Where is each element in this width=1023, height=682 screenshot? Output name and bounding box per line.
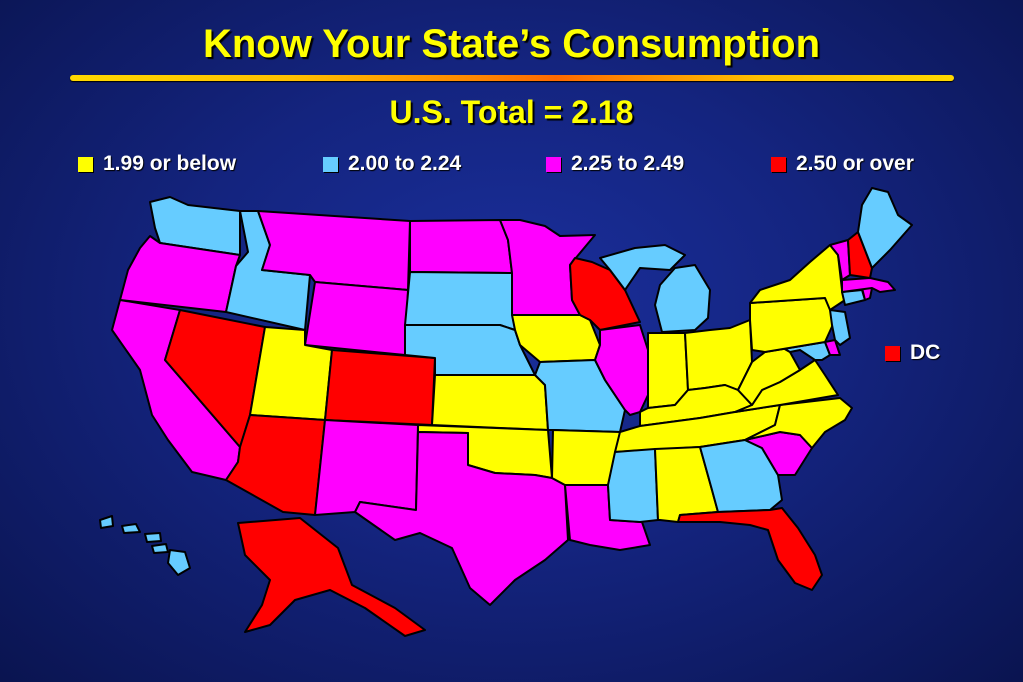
state-ms xyxy=(607,448,659,523)
state-nd xyxy=(409,219,513,274)
legend-item-high: 2.50 or over xyxy=(771,152,914,176)
legend-swatch-low xyxy=(78,156,93,172)
state-wa xyxy=(149,196,241,256)
state-mi xyxy=(599,244,711,333)
state-nc xyxy=(744,397,853,449)
state-vt xyxy=(829,239,851,281)
state-ak xyxy=(237,517,426,637)
legend-item-low: 1.99 or below xyxy=(78,152,236,176)
legend-swatch-mid-low xyxy=(323,156,338,172)
state-wv xyxy=(737,344,801,406)
state-fl xyxy=(677,507,823,591)
legend-item-mid-low: 2.00 to 2.24 xyxy=(323,152,461,176)
state-hi xyxy=(99,515,191,576)
state-sd xyxy=(404,271,516,331)
legend-item-mid-high: 2.25 to 2.49 xyxy=(546,152,684,176)
state-nm xyxy=(314,419,419,516)
legend-label-high: 2.50 or over xyxy=(796,152,914,175)
title-divider xyxy=(70,75,954,81)
dc-swatch xyxy=(885,345,900,361)
page-title: Know Your State’s Consumption xyxy=(202,22,821,66)
us-total-subtitle: U.S. Total = 2.18 xyxy=(389,94,634,130)
state-tx xyxy=(354,431,569,606)
state-ny xyxy=(749,244,846,311)
state-ks xyxy=(431,374,549,431)
state-de xyxy=(824,339,841,356)
state-me xyxy=(857,187,913,269)
state-wi xyxy=(569,257,641,331)
legend-swatch-mid-high xyxy=(546,156,561,172)
legend-label-low: 1.99 or below xyxy=(103,152,237,175)
state-co xyxy=(324,349,436,426)
legend-label-mid-high: 2.25 to 2.49 xyxy=(571,152,685,175)
state-nj xyxy=(829,309,851,346)
state-wy xyxy=(304,281,409,356)
legend-swatch-high xyxy=(771,156,786,172)
state-il xyxy=(594,324,649,416)
dc-marker: DC xyxy=(885,341,940,365)
dc-label: DC xyxy=(910,341,941,364)
state-ma xyxy=(841,277,896,293)
legend-label-mid-low: 2.00 to 2.24 xyxy=(348,152,462,175)
state-nh xyxy=(847,231,873,279)
